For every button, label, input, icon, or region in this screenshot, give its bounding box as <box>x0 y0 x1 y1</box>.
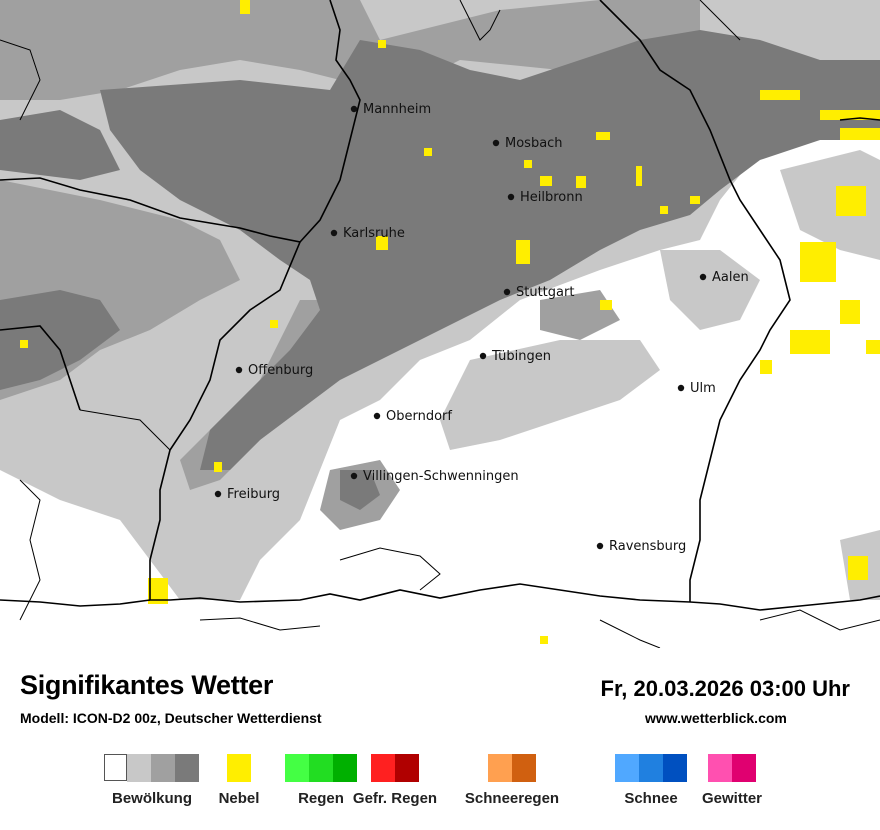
legend-swatches <box>708 754 756 782</box>
city-label: Offenburg <box>248 363 313 378</box>
city-dot <box>330 229 338 237</box>
city-dot <box>350 472 358 480</box>
legend-swatch <box>127 754 151 782</box>
weather-map: Mannheim Mosbach Heilbronn Karlsruhe Aalen St… <box>0 0 880 648</box>
legend-label: Gefr. Regen <box>352 790 438 807</box>
city-dot <box>235 366 243 374</box>
city-label: Karlsruhe <box>343 226 405 241</box>
city-dot <box>373 412 381 420</box>
city-aalen: Aalen <box>699 270 749 285</box>
legend-swatch <box>309 754 333 782</box>
city-label: Tübingen <box>491 349 551 364</box>
city-villingen-schwenningen: Villingen-Schwenningen <box>350 469 519 484</box>
legend-swatch <box>663 754 687 782</box>
city-offenburg: Offenburg <box>235 363 313 378</box>
legend-swatch <box>227 754 251 782</box>
city-mosbach: Mosbach <box>492 136 563 151</box>
legend-footer: Signifikantes Wetter Modell: ICON-D2 00z… <box>0 648 880 830</box>
city-label: Ulm <box>690 381 716 396</box>
country-borders <box>0 0 880 611</box>
legend-swatch <box>175 754 199 782</box>
city-markers: Mannheim Mosbach Heilbronn Karlsruhe Aalen St… <box>214 102 749 554</box>
legend-label: Gewitter <box>701 790 763 807</box>
state-borders <box>0 0 880 648</box>
city-dot <box>507 193 515 201</box>
city-label: Mosbach <box>505 136 563 151</box>
city-dot <box>503 288 511 296</box>
city-mannheim: Mannheim <box>350 102 431 117</box>
legend-swatch <box>708 754 732 782</box>
city-label: Mannheim <box>363 102 431 117</box>
legend-swatch <box>151 754 175 782</box>
city-t-bingen: Tübingen <box>479 349 551 364</box>
city-ravensburg: Ravensburg <box>596 539 686 554</box>
legend-swatch <box>371 754 395 782</box>
city-label: Ravensburg <box>609 539 686 554</box>
city-oberndorf: Oberndorf <box>373 409 452 424</box>
legend-swatches <box>371 754 419 782</box>
city-stuttgart: Stuttgart <box>503 285 574 300</box>
legend-swatches <box>285 754 357 782</box>
city-ulm: Ulm <box>677 381 716 396</box>
city-label: Villingen-Schwenningen <box>363 469 519 484</box>
cloud-layer-dark <box>0 30 880 510</box>
legend-swatches <box>227 754 251 782</box>
legend-swatch <box>615 754 639 782</box>
city-label: Aalen <box>712 270 749 285</box>
city-dot <box>492 139 500 147</box>
legend-swatch <box>285 754 309 782</box>
city-dot <box>479 352 487 360</box>
city-label: Oberndorf <box>386 409 452 424</box>
city-freiburg: Freiburg <box>214 487 280 502</box>
city-label: Stuttgart <box>516 285 574 300</box>
forecast-datetime: Fr, 20.03.2026 03:00 Uhr <box>600 676 851 701</box>
model-subtitle: Modell: ICON-D2 00z, Deutscher Wetterdie… <box>20 710 322 726</box>
legend-swatch <box>104 754 127 781</box>
legend-swatch <box>512 754 536 782</box>
city-dot <box>214 490 222 498</box>
legend-swatch <box>488 754 512 782</box>
legend-label: Schneeregen <box>464 790 560 807</box>
legend-label: Nebel <box>218 790 260 807</box>
city-label: Freiburg <box>227 487 280 502</box>
legend-swatch <box>395 754 419 782</box>
city-dot <box>699 273 707 281</box>
legend-swatch <box>333 754 357 782</box>
page-title: Signifikantes Wetter <box>20 670 274 700</box>
legend-label: Bewölkung <box>111 790 193 807</box>
city-heilbronn: Heilbronn <box>507 190 583 205</box>
city-label: Heilbronn <box>520 190 583 205</box>
city-dot <box>596 542 604 550</box>
legend-swatch <box>639 754 663 782</box>
website-link[interactable]: www.wetterblick.com <box>645 710 787 726</box>
city-dot <box>350 105 358 113</box>
city-dot <box>677 384 685 392</box>
legend-swatches <box>615 754 687 782</box>
city-karlsruhe: Karlsruhe <box>330 226 405 241</box>
legend-label: Schnee <box>624 790 678 807</box>
legend-swatches <box>104 754 199 782</box>
legend-swatches <box>488 754 536 782</box>
fog-layer <box>20 0 880 644</box>
legend-label: Regen <box>298 790 344 807</box>
legend-swatch <box>732 754 756 782</box>
